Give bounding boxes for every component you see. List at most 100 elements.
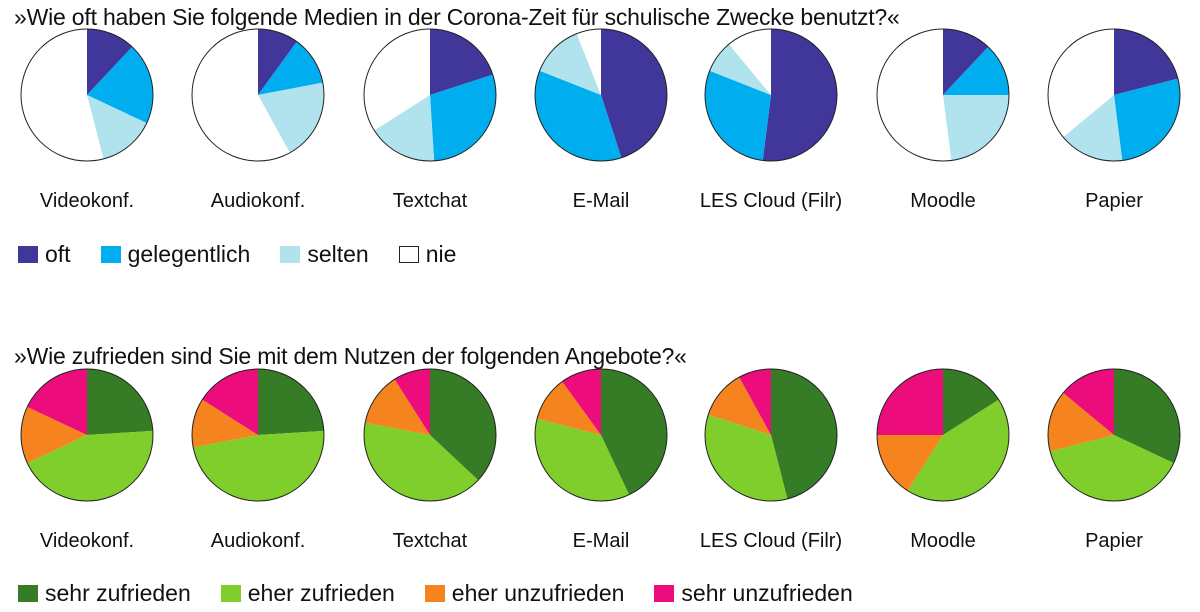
satisfaction-pie-e-mail-slice-sehr-zufrieden xyxy=(601,369,668,495)
satisfaction-pie-videokonf-outline xyxy=(20,368,154,502)
satisfaction-pie-moodle-slice-eher-zufrieden xyxy=(907,399,1010,502)
satisfaction-pie-label-audiokonf: Audiokonf. xyxy=(210,530,306,552)
usage-pie-textchat-outline xyxy=(363,28,497,162)
usage-pie-textchat-slice-selten xyxy=(374,95,435,162)
satisfaction-pie-videokonf-slice-sehr-zufrieden xyxy=(87,369,153,435)
usage-pie-videokonf-slice-gelegentlich xyxy=(87,46,153,124)
usage-pie-label-audiokonf: Audiokonf. xyxy=(210,190,306,212)
satisfaction-legend-label-eher-unzufrieden: eher unzufrieden xyxy=(451,580,625,606)
satisfaction-pie-moodle-outline xyxy=(876,368,1010,502)
usage-legend-label-gelegentlich: gelegentlich xyxy=(127,241,251,267)
usage-pie-e-mail-slice-nie xyxy=(576,28,601,95)
usage-pie-e-mail-slice-selten xyxy=(539,33,601,95)
satisfaction-pie-audiokonf-slice-sehr-unzufrieden xyxy=(202,369,258,435)
chart-title-satisfaction: »Wie zufrieden sind Sie mit dem Nutzen d… xyxy=(14,343,687,369)
usage-pie-label-papier: Papier xyxy=(1085,190,1143,212)
satisfaction-pie-textchat-slice-eher-zufrieden xyxy=(364,422,479,501)
satisfaction-pie-audiokonf-outline xyxy=(191,368,325,502)
satisfaction-pie-e-mail-slice-sehr-unzufrieden xyxy=(562,369,601,435)
usage-pie-les-cloud-filr-outline xyxy=(704,28,838,162)
usage-legend-label-selten: selten xyxy=(307,241,369,267)
usage-pie-audiokonf-slice-gelegentlich xyxy=(258,41,323,95)
usage-pie-les-cloud-filr-slice-selten xyxy=(709,44,771,95)
satisfaction-pie-label-e-mail: E-Mail xyxy=(572,530,630,552)
usage-legend: oft gelegentlich selten nie xyxy=(18,241,486,268)
usage-pie-moodle-outline xyxy=(876,28,1010,162)
usage-legend-swatch-oft xyxy=(18,246,38,263)
usage-pie-les-cloud-filr-slice-nie xyxy=(728,29,771,95)
usage-pie-moodle-slice-selten xyxy=(943,95,1009,161)
satisfaction-pie-moodle-slice-eher-unzufrieden xyxy=(877,435,943,491)
satisfaction-pie-charts xyxy=(20,368,1181,502)
usage-legend-label-nie: nie xyxy=(425,241,457,267)
usage-pie-papier-slice-nie xyxy=(1048,29,1114,138)
usage-pie-e-mail-slice-oft xyxy=(601,29,668,158)
satisfaction-pie-les-cloud-filr-outline xyxy=(704,368,838,502)
satisfaction-legend-item-sehr-unzufrieden: sehr unzufrieden xyxy=(654,580,853,607)
satisfaction-pie-e-mail-slice-eher-unzufrieden xyxy=(537,381,601,435)
usage-pie-e-mail-slice-gelegentlich xyxy=(534,70,622,162)
usage-pie-label-e-mail: E-Mail xyxy=(572,190,630,212)
usage-pie-label-textchat: Textchat xyxy=(392,190,468,212)
satisfaction-pie-moodle-slice-sehr-unzufrieden xyxy=(877,369,943,435)
satisfaction-pie-papier-slice-eher-unzufrieden xyxy=(1047,392,1114,452)
satisfaction-pie-audiokonf-slice-eher-unzufrieden xyxy=(191,399,258,448)
satisfaction-pie-les-cloud-filr-slice-sehr-unzufrieden xyxy=(739,369,771,435)
satisfaction-pie-e-mail-outline xyxy=(534,368,668,502)
usage-pie-audiokonf-outline xyxy=(191,28,325,162)
satisfaction-legend-swatch-eher-zufrieden xyxy=(220,585,241,602)
satisfaction-pie-les-cloud-filr-slice-eher-zufrieden xyxy=(704,414,788,502)
satisfaction-pie-videokonf-slice-sehr-unzufrieden xyxy=(27,369,88,435)
satisfaction-pie-textchat-slice-sehr-unzufrieden xyxy=(394,369,430,435)
usage-legend-swatch-nie xyxy=(398,246,419,263)
usage-legend-item-gelegentlich: gelegentlich xyxy=(100,241,251,268)
usage-pie-label-moodle: Moodle xyxy=(910,190,976,212)
usage-legend-item-nie: nie xyxy=(398,241,457,268)
usage-pie-papier-slice-selten xyxy=(1063,95,1123,161)
usage-pie-videokonf-slice-oft xyxy=(87,29,133,95)
satisfaction-pie-e-mail-slice-eher-zufrieden xyxy=(534,418,630,502)
usage-pie-videokonf-outline xyxy=(20,28,154,162)
satisfaction-legend-swatch-sehr-zufrieden xyxy=(18,585,38,602)
usage-legend-swatch-gelegentlich xyxy=(100,246,121,263)
satisfaction-legend-label-sehr-unzufrieden: sehr unzufrieden xyxy=(681,580,853,606)
usage-pie-textchat-slice-oft xyxy=(430,29,493,95)
satisfaction-pie-papier-slice-sehr-zufrieden xyxy=(1114,369,1181,464)
satisfaction-legend-swatch-sehr-unzufrieden xyxy=(654,585,675,602)
usage-pie-label-les-cloud-filr: LES Cloud (Filr) xyxy=(699,190,843,212)
usage-pie-les-cloud-filr-slice-oft xyxy=(762,29,837,161)
usage-pie-videokonf-slice-nie xyxy=(21,29,104,162)
usage-pie-papier-slice-oft xyxy=(1114,29,1178,95)
satisfaction-legend-item-sehr-zufrieden: sehr zufrieden xyxy=(18,580,191,607)
satisfaction-legend-swatch-eher-unzufrieden xyxy=(424,585,445,602)
satisfaction-pie-les-cloud-filr-slice-sehr-zufrieden xyxy=(771,369,838,499)
satisfaction-pie-label-les-cloud-filr: LES Cloud (Filr) xyxy=(699,530,843,552)
usage-pie-textchat-slice-gelegentlich xyxy=(430,74,497,161)
satisfaction-legend-label-sehr-zufrieden: sehr zufrieden xyxy=(45,580,191,606)
satisfaction-pie-textchat-slice-eher-unzufrieden xyxy=(365,379,430,435)
usage-pie-moodle-slice-oft xyxy=(943,29,989,95)
usage-pie-e-mail-outline xyxy=(534,28,668,162)
satisfaction-pie-videokonf-slice-eher-unzufrieden xyxy=(20,406,87,464)
satisfaction-legend: sehr zufrieden eher zufrieden eher unzufri… xyxy=(18,580,883,607)
satisfaction-pie-label-papier: Papier xyxy=(1085,530,1143,552)
usage-pie-label-videokonf: Videokonf. xyxy=(39,190,135,212)
usage-legend-label-oft: oft xyxy=(45,241,71,267)
satisfaction-legend-item-eher-unzufrieden: eher unzufrieden xyxy=(424,580,625,607)
usage-legend-item-selten: selten xyxy=(280,241,369,268)
usage-pie-papier-slice-gelegentlich xyxy=(1114,78,1181,161)
satisfaction-pie-papier-outline xyxy=(1047,368,1181,502)
satisfaction-legend-label-eher-zufrieden: eher zufrieden xyxy=(247,580,395,606)
satisfaction-pie-videokonf-slice-eher-zufrieden xyxy=(27,430,154,502)
satisfaction-pie-textchat-slice-sehr-zufrieden xyxy=(430,369,496,481)
usage-legend-item-oft: oft xyxy=(18,241,71,268)
satisfaction-pie-papier-slice-eher-zufrieden xyxy=(1050,435,1174,502)
satisfaction-pie-moodle-slice-sehr-zufrieden xyxy=(943,369,999,435)
usage-pie-audiokonf-slice-selten xyxy=(258,82,325,153)
satisfaction-pie-papier-slice-sehr-unzufrieden xyxy=(1063,369,1114,435)
usage-pie-moodle-slice-gelegentlich xyxy=(943,46,1009,95)
satisfaction-pie-textchat-outline xyxy=(363,368,497,502)
usage-pie-textchat-slice-nie xyxy=(363,28,430,131)
usage-legend-swatch-selten xyxy=(280,246,301,263)
usage-pie-audiokonf-slice-oft xyxy=(258,29,297,95)
